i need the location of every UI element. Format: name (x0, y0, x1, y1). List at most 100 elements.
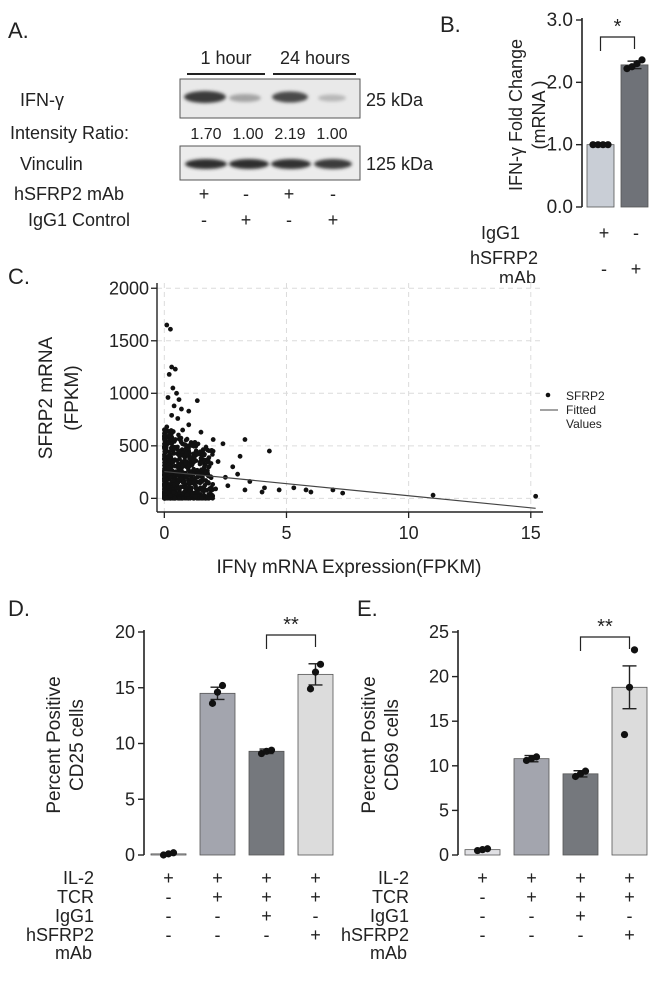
vinculin-band-2 (229, 159, 269, 169)
y-tick-label: 1.0 (547, 135, 573, 156)
data-point (167, 449, 172, 455)
data-point (186, 408, 192, 414)
condition-sign: + (477, 868, 488, 888)
ratio-4: 1.00 (316, 126, 347, 143)
condition-sign: + (261, 906, 272, 926)
panel-b-sign: - (633, 223, 639, 243)
condition-label: IgG1 (370, 906, 409, 926)
data-point (183, 474, 189, 480)
y-tick-label: 15 (115, 678, 135, 698)
panel-b-letter: B. (440, 12, 461, 37)
data-point (225, 483, 231, 489)
y-tick-label: 1000 (109, 383, 149, 403)
condition-sign: + (212, 887, 223, 907)
data-point (176, 485, 182, 491)
vinculin-label: Vinculin (20, 154, 83, 174)
data-point (316, 660, 325, 668)
data-point (259, 489, 265, 495)
data-point (194, 452, 200, 457)
chart-b: 0.0 1.0 2.0 3.0 * (547, 10, 649, 218)
data-point (179, 406, 184, 412)
y-tick-label: 3.0 (547, 10, 573, 31)
panel-b-row-label-igg1: IgG1 (481, 223, 520, 243)
data-point (166, 432, 172, 438)
plot-area (157, 283, 543, 512)
significance-bracket (265, 634, 317, 649)
data-point (220, 441, 226, 447)
panel-b-sign: + (599, 223, 610, 243)
chart-d: 0 5 10 15 20 ** (115, 614, 334, 865)
legend-point-marker (545, 392, 551, 398)
data-point (215, 459, 221, 464)
data-point (262, 485, 267, 491)
panel-b-ylabel: IFN-γ Fold Change (506, 39, 526, 191)
data-point (308, 489, 314, 495)
data-point (176, 397, 182, 403)
condition-sign: - (166, 925, 172, 945)
condition-sign: - (215, 906, 221, 926)
data-point (203, 469, 209, 475)
data-point (168, 428, 174, 433)
ratio-2: 1.00 (232, 126, 263, 143)
data-point (235, 471, 241, 477)
data-point (172, 446, 178, 451)
data-point (162, 457, 167, 463)
x-tick-label: 15 (521, 523, 541, 543)
data-point (203, 488, 208, 493)
data-point (193, 485, 199, 491)
condition-sign: + (526, 887, 537, 907)
legend-values: Values (566, 417, 602, 431)
data-point (200, 475, 205, 480)
condition-label: IgG1 (55, 906, 94, 926)
data-point (162, 488, 168, 493)
data-point (197, 480, 203, 486)
ratio-3: 2.19 (274, 126, 305, 143)
bar (248, 750, 285, 856)
data-point (267, 746, 276, 754)
data-point (186, 496, 191, 501)
data-point (210, 437, 216, 442)
data-point (162, 441, 167, 447)
bar (611, 686, 648, 856)
data-point (166, 483, 171, 489)
treatment-sign: + (328, 210, 339, 230)
data-point (191, 443, 197, 449)
condition-sign: - (313, 906, 319, 926)
treatment-sign: + (284, 184, 295, 204)
legend-sfrp2: SFRP2 (566, 389, 605, 403)
bar (586, 144, 615, 208)
data-point (172, 437, 178, 442)
panel-e-ylabel: Percent Positive (359, 676, 380, 813)
data-point (242, 437, 248, 442)
y-tick-label: 0.0 (547, 197, 573, 218)
condition-sign: + (624, 925, 635, 945)
y-tick-label: 500 (119, 436, 149, 456)
condition-sign: - (264, 925, 270, 945)
data-point (178, 439, 184, 445)
data-point (213, 486, 219, 492)
data-point (205, 480, 211, 485)
panel-c-ylabel-unit: (FPKM) (62, 365, 83, 430)
data-point (175, 416, 181, 421)
data-point (186, 480, 192, 485)
panel-b-row-label-hsfrp2: hSFRP2 (470, 248, 538, 268)
condition-sign: + (575, 868, 586, 888)
data-point (163, 495, 169, 500)
condition-label: hSFRP2 (341, 925, 409, 945)
bar (513, 758, 550, 856)
chart-e: 0 5 10 15 20 25 ** (429, 616, 648, 865)
data-point (166, 371, 172, 377)
condition-sign: + (163, 868, 174, 888)
condition-sign: - (166, 906, 172, 926)
data-point (581, 767, 590, 775)
x-tick-label: 5 (281, 523, 291, 543)
treatment-sign: - (201, 210, 207, 230)
data-point (192, 494, 198, 499)
condition-label: mAb (55, 943, 92, 963)
condition-sign: + (310, 887, 321, 907)
condition-sign: + (310, 868, 321, 888)
data-point (218, 681, 227, 690)
condition-sign: - (627, 906, 633, 926)
